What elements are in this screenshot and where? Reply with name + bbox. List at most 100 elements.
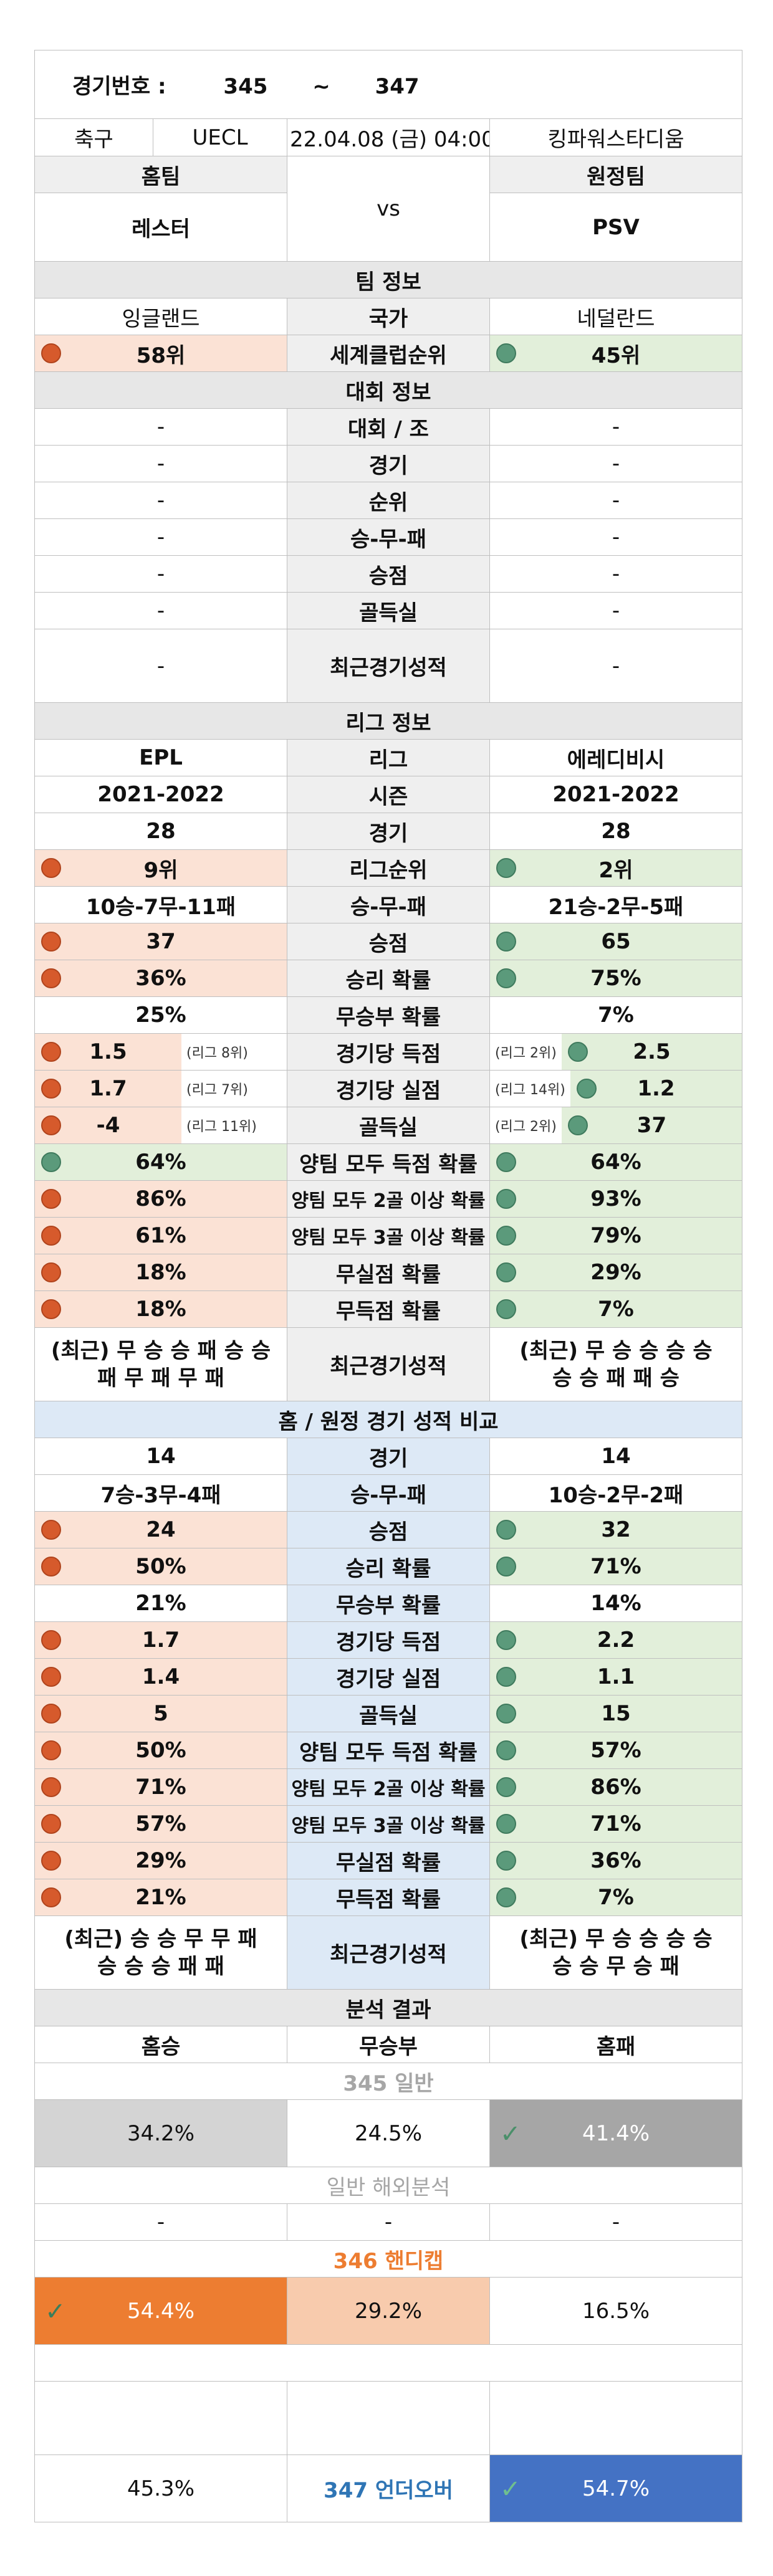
home-team-name: 레스터 <box>34 193 287 262</box>
ha-recent-form-label: 최근경기성적 <box>287 1915 490 1990</box>
circle-marker-icon <box>41 1557 61 1577</box>
ha-away-recent-line1: (최근) 무 승 승 승 승 <box>519 1926 713 1952</box>
circle-marker-icon <box>567 1115 588 1135</box>
tournament-label: 순위 <box>287 482 490 519</box>
ha-games-label: 경기 <box>287 1438 490 1475</box>
general-home: 34.2% <box>34 2099 287 2167</box>
recent-form-label: 최근경기성적 <box>287 1327 490 1401</box>
home-games: 28 <box>34 813 287 850</box>
ha-goal-diff-label: 골득실 <box>287 1695 490 1732</box>
wdl-label: 승-무-패 <box>287 886 490 923</box>
tournament-home: - <box>34 592 287 629</box>
ha-away-fail-to-score: 7% <box>598 1885 634 1910</box>
ha-clean-sheet-label: 무실점 확률 <box>287 1842 490 1879</box>
away-league-rank: 2위 <box>598 857 633 883</box>
ha-away-points: 32 <box>601 1517 631 1542</box>
season-label: 시즌 <box>287 776 490 813</box>
ha-home-recent-line2: 승 승 승 패 패 <box>97 1953 224 1979</box>
ha-home-fail-to-score: 21% <box>135 1885 186 1910</box>
ha-away-wdl: 10승-2무-2패 <box>489 1474 742 1512</box>
btts2-label: 양팀 모두 2골 이상 확률 <box>287 1180 490 1218</box>
club-rank-label: 세계클럽순위 <box>287 335 490 372</box>
away-goals-for: 2.5 <box>633 1039 671 1064</box>
ha-btts2-label: 양팀 모두 2골 이상 확률 <box>287 1768 490 1806</box>
handicap-label: 346 핸디캡 <box>34 2240 742 2278</box>
country-label: 국가 <box>287 298 490 335</box>
ha-home-btts3: 57% <box>135 1811 186 1836</box>
away-goals-against: 1.2 <box>637 1076 675 1101</box>
home-recent-line1: (최근) 무 승 승 패 승 승 <box>50 1338 271 1363</box>
ha-home-goals-for: 1.7 <box>142 1628 180 1653</box>
away-team-name: PSV <box>489 193 742 262</box>
overseas-draw: - <box>287 2203 490 2241</box>
circle-marker-icon <box>41 343 61 363</box>
ha-draw-rate-label: 무승부 확률 <box>287 1585 490 1622</box>
away-fail-to-score: 7% <box>598 1297 634 1322</box>
away-wdl: 21승-2무-5패 <box>489 886 742 923</box>
ha-away-games: 14 <box>489 1438 742 1475</box>
away-win-rate: 75% <box>590 966 641 991</box>
underover-label: 347 언더오버 <box>287 2454 490 2522</box>
ha-away-clean-sheet: 36% <box>590 1848 641 1873</box>
circle-marker-icon <box>41 1226 61 1246</box>
circle-marker-icon <box>496 1226 516 1246</box>
away-goals-for-rank: (리그 2위) <box>495 1046 557 1061</box>
versus: vs <box>287 156 490 262</box>
league-label: 리그 <box>287 739 490 776</box>
team-label-row: 홈팀 vs 원정팀 <box>34 156 742 262</box>
circle-marker-icon <box>41 1042 61 1062</box>
btts3-label: 양팀 모두 3골 이상 확률 <box>287 1217 490 1254</box>
ha-home-wdl: 7승-3무-4패 <box>34 1474 287 1512</box>
home-season: 2021-2022 <box>34 776 287 813</box>
ha-home-recent-line1: (최근) 승 승 무 무 패 <box>64 1926 257 1952</box>
away-goals-against-rank: (리그 14위) <box>495 1082 565 1098</box>
away-season: 2021-2022 <box>489 776 742 813</box>
circle-marker-icon <box>41 1152 61 1172</box>
away-recent-line1: (최근) 무 승 승 승 승 <box>519 1338 713 1363</box>
team-name-row: 레스터 PSV <box>34 193 742 262</box>
match-datetime: 22.04.08 (금) 04:00 <box>287 118 490 156</box>
home-btts3: 61% <box>135 1223 186 1248</box>
col-home-win: 홈승 <box>34 2026 287 2063</box>
spacer-row <box>34 2344 742 2382</box>
tournament-label: 승점 <box>287 555 490 593</box>
ha-away-btts2: 86% <box>590 1775 641 1800</box>
ha-btts3-label: 양팀 모두 3골 이상 확률 <box>287 1805 490 1843</box>
tournament-home: - <box>34 518 287 556</box>
circle-marker-icon <box>567 1042 588 1062</box>
ha-home-points: 24 <box>146 1517 176 1542</box>
circle-marker-icon <box>496 1262 516 1282</box>
ha-home-draw-rate: 21% <box>34 1585 287 1622</box>
tournament-away: - <box>489 592 742 629</box>
tournament-away: - <box>489 555 742 593</box>
tournament-home: - <box>34 482 287 519</box>
match-number-label: 경기번호 : <box>72 74 166 99</box>
general-draw: 24.5% <box>287 2099 490 2167</box>
circle-marker-icon <box>41 1630 61 1650</box>
empty-cell <box>34 2381 287 2455</box>
home-goals-against-rank: (리그 7위) <box>186 1082 248 1098</box>
circle-marker-icon <box>41 1520 61 1540</box>
match-number-to: 347 <box>375 74 420 99</box>
circle-marker-icon <box>41 1740 61 1760</box>
empty-cell <box>489 2381 742 2455</box>
handicap-draw: 29.2% <box>287 2277 490 2345</box>
circle-marker-icon <box>496 1630 516 1650</box>
circle-marker-icon <box>41 1079 61 1099</box>
tournament-away: - <box>489 408 742 446</box>
win-rate-label: 승리 확률 <box>287 960 490 997</box>
under-value: 45.3% <box>34 2454 287 2522</box>
circle-marker-icon <box>41 1667 61 1687</box>
home-win-rate: 36% <box>135 966 186 991</box>
analysis-table: 경기번호 : 345 ~ 347 축구 UECL 22.04.08 (금) 04… <box>34 50 742 2522</box>
away-games: 28 <box>489 813 742 850</box>
ha-btts-label: 양팀 모두 득점 확률 <box>287 1732 490 1769</box>
circle-marker-icon <box>496 1887 516 1907</box>
sport: 축구 <box>36 119 153 156</box>
goal-diff-label: 골득실 <box>287 1107 490 1144</box>
goals-against-label: 경기당 실점 <box>287 1070 490 1107</box>
section-tournament-info: 대회 정보 <box>34 371 742 409</box>
handicap-home: 54.4% <box>127 2298 194 2324</box>
checkmark-icon: ✓ <box>45 2297 66 2326</box>
circle-marker-icon <box>41 1887 61 1907</box>
